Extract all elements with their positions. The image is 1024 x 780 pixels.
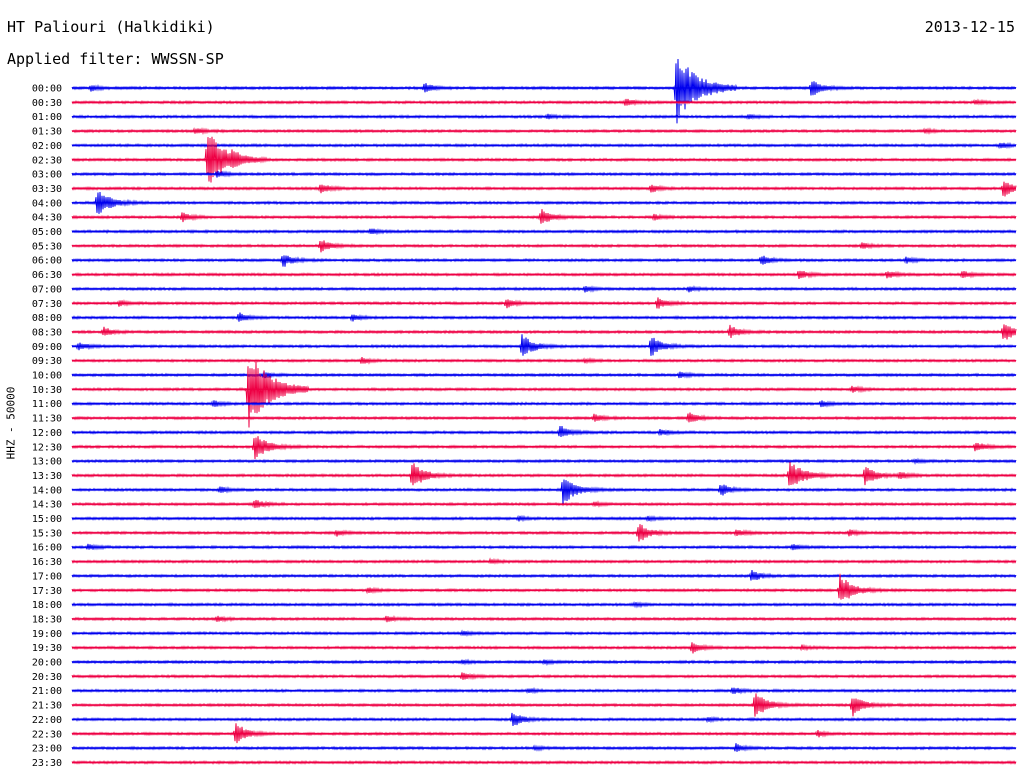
time-tick-label: 18:30 <box>32 614 62 625</box>
time-tick-label: 19:00 <box>32 629 62 640</box>
trace-line <box>71 255 1017 267</box>
time-tick-label: 01:00 <box>32 112 62 123</box>
time-tick-label: 04:30 <box>32 213 62 224</box>
time-tick-label: 05:30 <box>32 241 62 252</box>
time-tick-label: 13:30 <box>32 471 62 482</box>
time-tick-label: 12:00 <box>32 428 62 439</box>
time-tick-label: 11:30 <box>32 414 62 425</box>
time-tick-label: 22:30 <box>32 729 62 740</box>
time-tick-label: 09:30 <box>32 356 62 367</box>
time-tick-label: 16:30 <box>32 557 62 568</box>
time-tick-label: 09:00 <box>32 342 62 353</box>
time-tick-label: 05:00 <box>32 227 62 238</box>
time-tick-label: 23:30 <box>32 758 62 769</box>
time-ticks: 00:00 00:30 01:00 01:30 02:00 02:30 03:00 03:30… <box>32 84 62 769</box>
trace-line <box>71 209 1017 224</box>
time-tick-label: 15:00 <box>32 514 62 525</box>
trace-line <box>71 573 1017 600</box>
time-tick-label: 14:00 <box>32 485 62 496</box>
time-tick-label: 11:00 <box>32 399 62 410</box>
time-tick-label: 20:30 <box>32 672 62 683</box>
trace-line <box>71 479 1017 505</box>
time-tick-label: 10:00 <box>32 371 62 382</box>
time-tick-label: 20:00 <box>32 658 62 669</box>
time-tick-label: 18:00 <box>32 600 62 611</box>
time-tick-label: 01:30 <box>32 127 62 138</box>
time-tick-label: 04:00 <box>32 198 62 209</box>
time-tick-label: 03:30 <box>32 184 62 195</box>
time-tick-label: 07:30 <box>32 299 62 310</box>
time-tick-label: 17:30 <box>32 586 62 597</box>
trace-line <box>71 426 1017 438</box>
time-tick-label: 02:00 <box>32 141 62 152</box>
time-tick-label: 08:30 <box>32 327 62 338</box>
time-tick-label: 10:30 <box>32 385 62 396</box>
time-tick-label: 07:00 <box>32 284 62 295</box>
time-tick-label: 03:00 <box>32 170 62 181</box>
time-tick-label: 02:30 <box>32 155 62 166</box>
time-tick-label: 08:00 <box>32 313 62 324</box>
time-tick-label: 00:30 <box>32 98 62 109</box>
time-tick-label: 16:00 <box>32 543 62 554</box>
time-tick-label: 21:30 <box>32 701 62 712</box>
time-tick-label: 14:30 <box>32 500 62 511</box>
time-tick-label: 22:00 <box>32 715 62 726</box>
time-tick-label: 06:30 <box>32 270 62 281</box>
seismic-traces <box>71 58 1017 765</box>
trace-line <box>71 436 1017 460</box>
trace-date: 2013-12-15 <box>924 18 1015 36</box>
time-tick-label: 13:00 <box>32 457 62 468</box>
time-tick-label: 19:30 <box>32 643 62 654</box>
time-tick-label: 23:00 <box>32 744 62 755</box>
time-tick-label: 00:00 <box>32 84 62 95</box>
time-tick-label: 17:00 <box>32 571 62 582</box>
time-tick-label: 15:30 <box>32 528 62 539</box>
time-tick-label: 12:30 <box>32 442 62 453</box>
time-tick-label: 06:00 <box>32 256 62 267</box>
station-title: HT Paliouri (Halkidiki) <box>7 18 215 36</box>
trace-line <box>71 58 1017 124</box>
filter-label: Applied filter: WWSSN-SP <box>7 50 224 68</box>
trace-line <box>71 334 1017 356</box>
time-tick-label: 21:00 <box>32 686 62 697</box>
trace-line <box>71 462 1017 486</box>
